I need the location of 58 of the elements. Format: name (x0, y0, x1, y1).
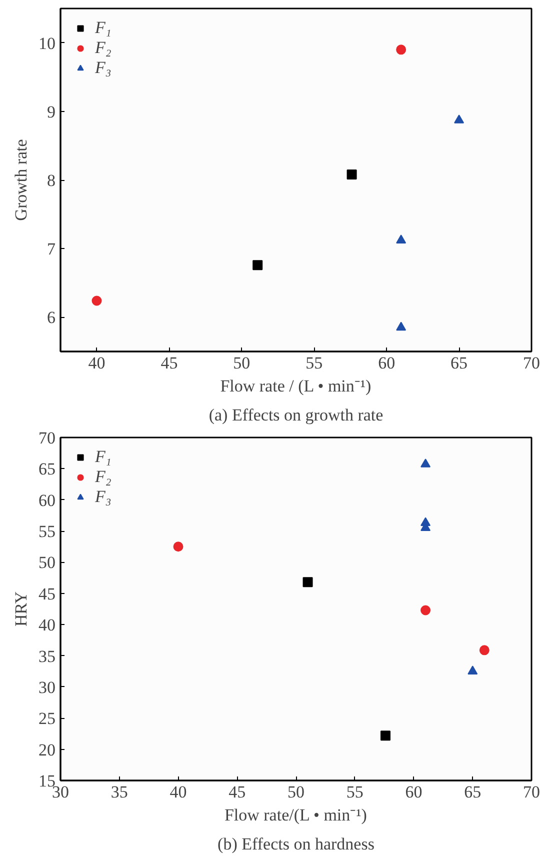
point (396, 44, 406, 55)
x-tick-label: 45 (160, 354, 178, 372)
x-tick-label: 35 (110, 782, 128, 802)
y-tick-label: 45 (38, 584, 56, 604)
x-tick-label: 65 (464, 782, 482, 802)
y-tick-label: 7 (47, 240, 56, 259)
x-tick-label: 40 (170, 782, 187, 802)
y-tick-label: 50 (38, 553, 56, 572)
point (302, 577, 313, 588)
point (396, 234, 406, 244)
legend-label: F₃ (95, 58, 112, 78)
y-tick-label: 25 (38, 709, 56, 728)
x-tick-label: 55 (346, 782, 364, 802)
y-tick-label: 9 (47, 102, 56, 122)
x-tick-label: 70 (523, 782, 540, 802)
point (252, 260, 263, 270)
y-tick-label: 35 (38, 646, 56, 666)
legend-label: F₁ (95, 18, 112, 38)
point (479, 645, 490, 656)
text: (a) Effects on growth rate (208, 406, 384, 424)
point (396, 322, 406, 331)
text: (b) Effects on hardness (218, 834, 374, 854)
y-tick-label: 6 (47, 308, 56, 328)
y-tick-label: 15 (38, 772, 56, 790)
point (420, 458, 431, 468)
x-tick-label: 50 (288, 782, 304, 802)
x-tick-label: 50 (233, 354, 250, 372)
point (454, 114, 464, 124)
point (92, 296, 102, 306)
x-tick-label: 65 (450, 354, 468, 372)
point (468, 666, 478, 674)
legend-label: F₂ (95, 467, 112, 487)
y-tick-label: 30 (38, 678, 56, 697)
x-tick-label: 45 (228, 782, 246, 802)
y-tick-label: 20 (38, 740, 56, 760)
legend-label: F₁ (95, 447, 112, 467)
y-tick-label: 8 (47, 171, 56, 190)
x-axis-title: Flow rate / (L • min⁻¹) (220, 376, 372, 396)
x-tick-label: 70 (523, 354, 540, 372)
y-tick-label: 40 (38, 616, 56, 635)
y-axis-title: Growth rate (12, 139, 30, 221)
legend-label: F₂ (95, 38, 112, 58)
y-tick-label: 60 (38, 490, 56, 510)
x-tick-label: 60 (405, 782, 422, 802)
point (346, 170, 357, 180)
x-tick-label: 40 (88, 354, 106, 372)
y-tick-label: 10 (38, 34, 56, 53)
x-axis-title: Flow rate/(L • min⁻¹) (224, 806, 367, 824)
y-tick-label: 70 (38, 428, 56, 448)
point (380, 730, 390, 741)
point (420, 605, 431, 616)
y-tick-label: 65 (38, 460, 56, 479)
x-tick-label: 60 (378, 354, 396, 372)
point (173, 542, 184, 552)
x-tick-label: 55 (306, 354, 323, 372)
legend-label: F₃ (95, 487, 112, 507)
y-tick-label: 55 (38, 522, 56, 542)
y-axis-title: HRY (12, 592, 30, 626)
